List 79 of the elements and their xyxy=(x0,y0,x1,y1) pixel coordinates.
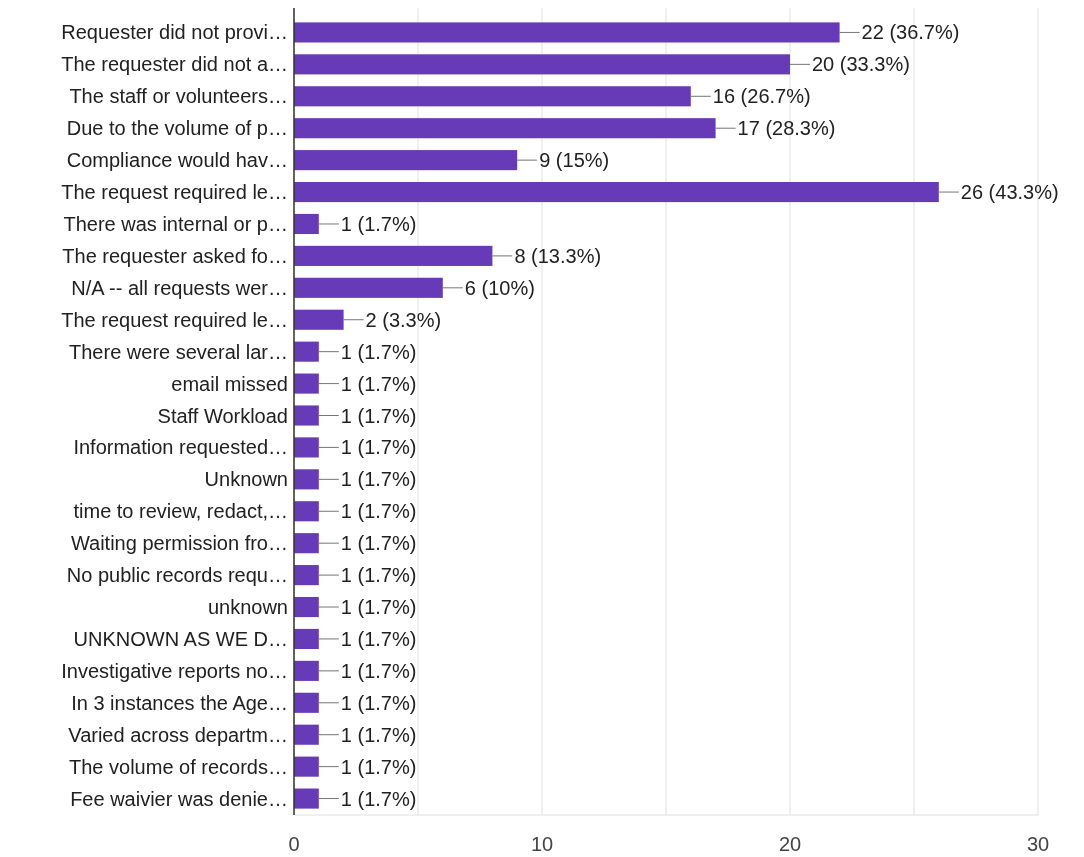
y-tick-label: There were several lar… xyxy=(69,340,288,363)
data-label: 6 (10%) xyxy=(464,276,535,299)
bar xyxy=(294,150,518,171)
bar xyxy=(294,181,939,203)
data-label: 1 (1.7%) xyxy=(340,627,417,650)
bar xyxy=(294,724,319,745)
bar xyxy=(294,341,319,362)
y-tick-label: Due to the volume of p… xyxy=(66,117,288,140)
data-label: 20 (33.3%) xyxy=(812,53,910,76)
data-label: 22 (36.7%) xyxy=(861,21,960,44)
bar xyxy=(294,596,319,618)
y-tick-label: Varied across departm… xyxy=(68,723,288,746)
bar xyxy=(294,54,790,75)
bar xyxy=(294,533,319,554)
y-tick-label: The volume of records… xyxy=(69,755,288,778)
bar xyxy=(294,309,344,330)
y-tick-label: Compliance would hav… xyxy=(66,149,288,172)
x-tick-label: 0 xyxy=(288,833,300,855)
y-tick-label: unknown xyxy=(207,596,288,619)
data-label: 1 (1.7%) xyxy=(340,340,417,363)
data-label: 1 (1.7%) xyxy=(340,723,417,746)
data-label: 1 (1.7%) xyxy=(340,404,417,427)
data-label: 1 (1.7%) xyxy=(340,212,417,235)
bar xyxy=(294,565,319,586)
y-tick-label: Fee waivier was denie… xyxy=(70,787,288,810)
y-tick-label: The requester did not a… xyxy=(61,53,288,76)
data-label: 1 (1.7%) xyxy=(340,436,417,459)
bar xyxy=(294,660,319,681)
bar xyxy=(294,628,319,650)
x-tick-label: 20 xyxy=(778,833,802,855)
data-label: 1 (1.7%) xyxy=(340,596,417,619)
y-tick-label: Waiting permission fro… xyxy=(70,532,288,555)
bar xyxy=(294,501,319,522)
y-tick-label: Unknown xyxy=(204,468,288,491)
data-label: 1 (1.7%) xyxy=(340,372,417,395)
bar xyxy=(294,86,691,107)
data-label: 2 (3.3%) xyxy=(365,308,442,331)
y-tick-label: The requester asked fo… xyxy=(62,244,288,267)
bar xyxy=(294,373,319,394)
data-label: 1 (1.7%) xyxy=(340,691,417,714)
y-tick-label: time to review, redact,… xyxy=(73,500,288,523)
bar xyxy=(294,692,319,713)
data-label: 1 (1.7%) xyxy=(340,787,417,810)
data-label: 17 (28.3%) xyxy=(737,117,836,140)
bar xyxy=(294,437,319,458)
bar xyxy=(294,469,319,490)
data-label: 1 (1.7%) xyxy=(340,659,417,682)
bar xyxy=(294,756,319,777)
data-label: 16 (26.7%) xyxy=(712,85,811,108)
y-tick-label: Staff Workload xyxy=(157,404,288,427)
data-label: 1 (1.7%) xyxy=(340,532,417,555)
data-label: 8 (13.3%) xyxy=(514,244,602,267)
y-tick-label: Investigative reports no… xyxy=(61,659,288,682)
bar xyxy=(294,213,319,235)
data-label: 1 (1.7%) xyxy=(340,500,417,523)
y-tick-label: Requester did not provi… xyxy=(61,21,288,44)
data-label: 1 (1.7%) xyxy=(340,468,417,491)
y-tick-label: UNKNOWN AS WE D… xyxy=(73,627,288,650)
y-tick-label: No public records requ… xyxy=(66,564,288,587)
data-label: 9 (15%) xyxy=(539,149,610,172)
y-tick-label: In 3 instances the Age… xyxy=(71,691,288,714)
y-tick-label: The request required le… xyxy=(61,308,288,331)
data-label: 26 (43.3%) xyxy=(960,181,1059,204)
bar xyxy=(294,277,443,298)
x-tick-label: 10 xyxy=(530,833,554,855)
data-label: 1 (1.7%) xyxy=(340,564,417,587)
bar xyxy=(294,405,319,426)
y-tick-label: email missed xyxy=(171,372,288,395)
y-tick-label: The request required le… xyxy=(61,181,288,204)
bar xyxy=(294,118,716,139)
bar xyxy=(294,788,319,809)
y-tick-label: There was internal or p… xyxy=(63,212,288,235)
y-tick-label: N/A -- all requests wer… xyxy=(71,276,288,299)
bar xyxy=(294,245,493,266)
y-tick-label: The staff or volunteers… xyxy=(69,85,288,108)
y-tick-label: Information requested… xyxy=(73,436,288,459)
x-tick-label: 30 xyxy=(1026,833,1050,855)
bar xyxy=(294,22,840,43)
data-label: 1 (1.7%) xyxy=(340,755,417,778)
